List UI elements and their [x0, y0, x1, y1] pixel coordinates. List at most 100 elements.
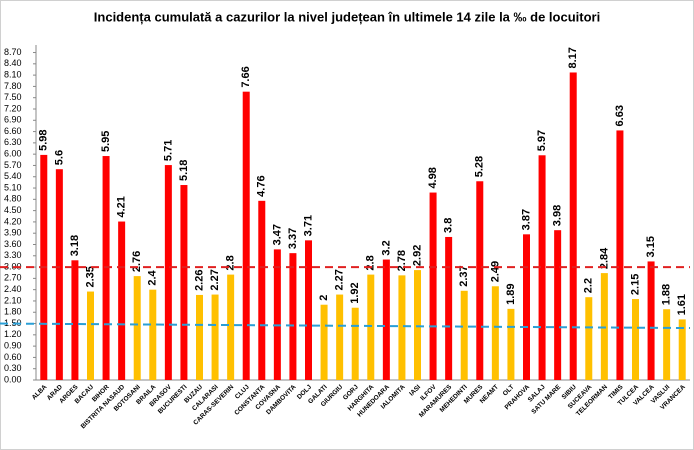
y-tick-label: 0.60: [4, 352, 22, 362]
y-tick-label: 4.20: [4, 216, 22, 226]
data-label: 2.27: [209, 269, 221, 290]
data-label: 1.89: [505, 283, 517, 304]
bar: [164, 165, 172, 380]
bar: [476, 181, 484, 380]
data-label: 2.84: [598, 247, 610, 269]
y-tick-label: 7.50: [4, 92, 22, 102]
data-label: 5.95: [100, 131, 112, 152]
y-tick-label: 2.10: [4, 295, 22, 305]
bar: [87, 291, 94, 380]
bar: [196, 294, 203, 380]
bar: [320, 304, 328, 380]
bar: [569, 72, 577, 380]
y-tick-label: 1.50: [4, 318, 22, 328]
y-tick-label: 5.10: [4, 182, 22, 192]
data-label: 2.76: [131, 251, 143, 272]
trend-line: [0, 322, 691, 330]
bar: [445, 236, 453, 380]
bar: [647, 261, 655, 380]
bar: [351, 307, 359, 380]
bar: [180, 185, 188, 380]
data-label: 2: [318, 295, 330, 301]
data-label: 2.49: [489, 261, 501, 282]
bar: [460, 290, 468, 380]
bar: [523, 234, 530, 380]
data-label: 5.18: [178, 160, 190, 181]
y-tick-label: 4.80: [4, 194, 22, 204]
data-label: 2.2: [583, 278, 595, 293]
data-label: 3.2: [380, 240, 392, 255]
bar: [382, 259, 390, 380]
bar: [367, 274, 375, 380]
data-label: 4.98: [427, 167, 439, 188]
data-label: 5.6: [53, 150, 65, 165]
data-label: 1.88: [661, 284, 673, 305]
data-label: 3.37: [287, 228, 299, 249]
y-tick-label: 5.70: [4, 160, 22, 170]
y-tick-label: 3.60: [4, 239, 22, 249]
data-label: 2.8: [365, 255, 377, 270]
y-tick-label: 6.90: [4, 115, 22, 125]
y-tick-label: 4.50: [4, 205, 22, 215]
bar: [336, 294, 344, 380]
bar: [258, 200, 266, 380]
data-label: 2.4: [147, 269, 159, 285]
bar: [632, 299, 639, 380]
y-tick-label: 8.10: [4, 69, 22, 79]
y-tick-label: 7.20: [4, 103, 22, 113]
bar: [429, 192, 437, 380]
bar: [118, 221, 126, 380]
data-label: 1.61: [676, 294, 688, 315]
y-tick-label: 6.60: [4, 126, 22, 136]
bar: [227, 274, 235, 380]
bar: [507, 308, 515, 380]
data-label: 3.71: [302, 215, 314, 236]
data-label: 5.97: [536, 130, 548, 151]
y-tick-label: 5.40: [4, 171, 22, 181]
data-label: 2.15: [629, 274, 641, 295]
y-tick-label: 3.90: [4, 228, 22, 238]
data-label: 3.98: [552, 205, 564, 226]
y-tick-label: 7.80: [4, 81, 22, 91]
data-label: 5.98: [38, 129, 50, 150]
y-tick-label: 0.30: [4, 363, 22, 373]
y-tick-label: 0.90: [4, 340, 22, 350]
y-tick-label: 1.20: [4, 329, 22, 339]
y-tick-label: 1.80: [4, 307, 22, 317]
bar: [133, 276, 141, 380]
y-tick-label: 3.30: [4, 250, 22, 260]
bar: [305, 240, 312, 380]
bar: [554, 230, 562, 380]
data-label: 3.18: [69, 235, 81, 256]
data-label: 2.78: [396, 250, 408, 271]
bar: [678, 319, 686, 380]
y-tick-label: 8.70: [4, 47, 22, 57]
data-label: 4.21: [116, 196, 128, 217]
bar: [538, 155, 546, 380]
data-label: 5.28: [474, 156, 486, 177]
data-label: 5.71: [162, 140, 174, 161]
bar: [289, 253, 297, 380]
data-label: 8.17: [567, 47, 579, 68]
data-label: 6.63: [614, 105, 626, 126]
bar: [273, 249, 281, 380]
bar: [242, 91, 250, 380]
y-tick-label: 0.00: [4, 374, 22, 384]
data-label: 7.66: [240, 66, 252, 87]
data-label: 2.37: [458, 265, 470, 286]
bar: [414, 270, 421, 380]
data-label: 2.26: [193, 270, 205, 291]
data-label: 2.8: [225, 255, 237, 270]
y-tick-label: 8.40: [4, 58, 22, 68]
data-label: 2.27: [334, 269, 346, 290]
y-tick-label: 2.40: [4, 284, 22, 294]
bar: [211, 294, 219, 380]
bar: [491, 286, 499, 380]
data-label: 2.92: [411, 245, 423, 266]
bar: [71, 260, 79, 380]
bar: [616, 130, 624, 380]
bar: [149, 289, 157, 380]
data-label: 1.92: [349, 282, 361, 303]
